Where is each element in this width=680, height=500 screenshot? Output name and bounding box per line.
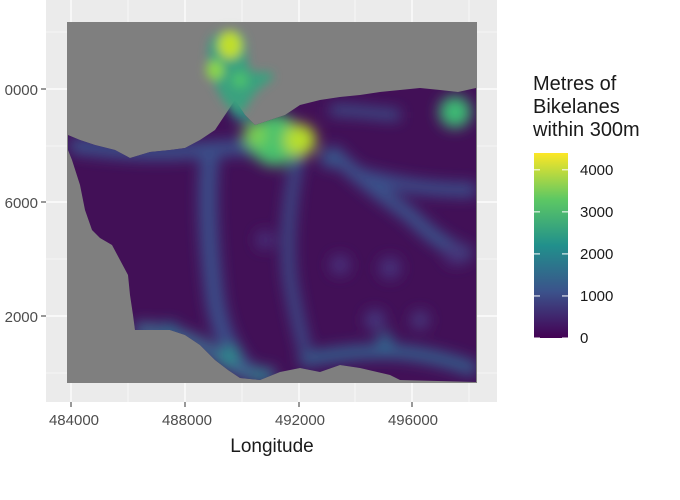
legend-ticks: 4000 3000 2000 1000 0 xyxy=(534,162,613,347)
x-tick-label-488000: 488000 xyxy=(162,412,212,429)
legend-title-line-1: Metres of xyxy=(533,73,617,95)
x-tick-label-484000: 484000 xyxy=(49,412,99,429)
legend-label-1000: 1000 xyxy=(580,288,613,305)
legend-label-4000: 4000 xyxy=(580,162,613,179)
x-tick-label-496000: 496000 xyxy=(388,412,438,429)
y-axis: 0000 6000 2000 xyxy=(5,82,46,326)
legend: Metres of Bikelanes within 300m 4000 3000… xyxy=(532,73,640,347)
legend-colorbar xyxy=(534,153,568,338)
x-tick-label-492000: 492000 xyxy=(275,412,325,429)
y-tick-label-3: 2000 xyxy=(5,309,38,326)
north-peninsula xyxy=(206,29,273,114)
legend-label-0: 0 xyxy=(580,330,588,347)
y-tick-label-2: 6000 xyxy=(5,195,38,212)
legend-label-2000: 2000 xyxy=(580,246,613,263)
legend-title-line-2: Bikelanes xyxy=(533,96,620,118)
x-axis: 484000 488000 492000 496000 Longitude xyxy=(49,402,438,457)
y-tick-label-1: 0000 xyxy=(5,82,38,99)
legend-title-line-3: within 300m xyxy=(532,119,640,141)
x-axis-title: Longitude xyxy=(230,436,313,457)
legend-label-3000: 3000 xyxy=(580,204,613,221)
